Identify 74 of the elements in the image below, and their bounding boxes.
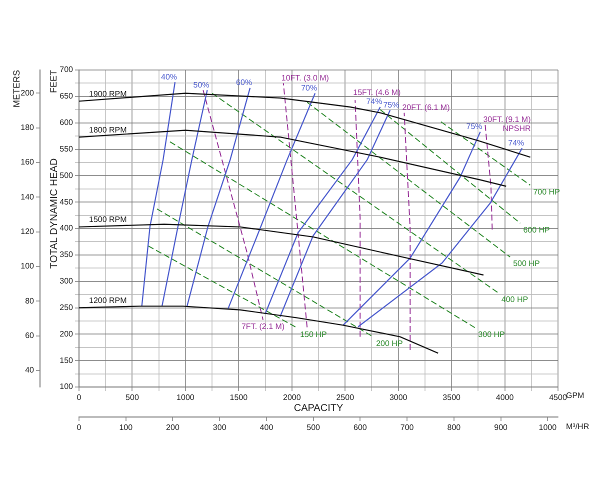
x2-axis-title: M³/HR — [566, 422, 590, 432]
series-label: 75% — [383, 100, 400, 110]
series-label: 50% — [193, 80, 210, 90]
x-tick-label: 3000 — [389, 393, 408, 402]
x-tick-label: 3500 — [442, 393, 462, 402]
text: FEET — [48, 70, 58, 94]
y-tick-label: 500 — [60, 170, 74, 180]
series-label: 74% — [366, 97, 382, 106]
y-tick-label: 200 — [60, 329, 74, 338]
y-tick-label: 700 — [60, 65, 74, 74]
series-label: 10FT. (3.0 M) — [281, 73, 330, 82]
x-tick-label: 1000 — [176, 393, 195, 402]
x-tick-label: 1500 — [230, 393, 248, 402]
y-tick-label: 350 — [60, 250, 74, 260]
x2-tick-label: 100 — [119, 423, 134, 432]
y2-tick-label: 80 — [25, 296, 35, 306]
y-tick-label: 600 — [60, 118, 74, 128]
x2-tick-label: 300 — [212, 423, 227, 432]
x-tick-label: 4500 — [549, 393, 568, 402]
series-label: 400 HP — [501, 295, 528, 304]
series-label: 75% — [466, 122, 482, 132]
x-tick-label: 2500 — [336, 393, 355, 402]
series-label: 500 HP — [513, 259, 540, 268]
y2-tick-label: 140 — [20, 192, 35, 202]
x2-tick-label: 800 — [447, 423, 462, 432]
series-label: 1500 RPM — [89, 215, 128, 224]
series-label: 70% — [301, 83, 318, 92]
series-label: 1800 RPM — [89, 125, 128, 134]
x2-tick-label: 500 — [306, 423, 321, 432]
y-axis-title: TOTAL DYNAMIC HEAD — [48, 158, 60, 269]
x-tick-label: 4000 — [496, 393, 514, 402]
series-label: 40% — [161, 72, 178, 82]
x-axis-title: CAPACITY — [294, 402, 344, 414]
y2-tick-label: 60 — [25, 331, 35, 340]
y-tick-label: 450 — [60, 197, 74, 206]
series-label: 30FT. (9.1 M) — [483, 115, 532, 124]
text: GPM — [566, 391, 585, 400]
annotation: NPSHR — [502, 124, 531, 134]
x2-tick-label: 600 — [354, 423, 368, 432]
series-label: 74% — [508, 138, 524, 148]
x2-tick-label: 0 — [76, 423, 82, 432]
series-label: 700 HP — [533, 187, 560, 196]
y2-tick-label: 160 — [20, 158, 35, 167]
y2-tick-label: 180 — [20, 123, 35, 132]
series-label: 1900 RPM — [89, 89, 128, 98]
y2-tick-label: 40 — [25, 366, 35, 375]
y-tick-label: 100 — [60, 382, 74, 392]
y-tick-label: 300 — [60, 276, 74, 286]
x2-tick-label: 400 — [260, 423, 274, 432]
x-tick-label: 2000 — [282, 393, 302, 402]
x2-tick-label: 900 — [494, 423, 508, 432]
series-label: 20FT. (6.1 M) — [402, 103, 450, 112]
series-label: 60% — [236, 78, 252, 88]
y2-tick-label: 120 — [20, 227, 35, 236]
x2-tick-label: 1000 — [538, 423, 558, 432]
x-tick-label: 500 — [126, 393, 140, 402]
y-tick-label: 650 — [60, 92, 74, 101]
x-tick-label: 0 — [76, 393, 82, 402]
y2-axis-title: METERS — [11, 70, 22, 108]
series-label: 7FT. (2.1 M) — [241, 322, 285, 332]
x2-tick-label: 200 — [166, 423, 180, 432]
y-tick-label: 400 — [60, 224, 74, 233]
x2-tick-label: 700 — [400, 423, 414, 432]
y2-tick-label: 200 — [20, 88, 35, 98]
y-tick-label: 150 — [60, 356, 74, 365]
series-label: 600 HP — [523, 225, 550, 234]
y-tick-label: 250 — [60, 302, 74, 312]
series-label: 200 HP — [376, 339, 403, 348]
series-label: 1200 RPM — [89, 296, 128, 305]
y-tick-label: 550 — [60, 144, 74, 154]
y2-tick-label: 100 — [20, 262, 35, 271]
series-label: 15FT. (4.6 M) — [353, 88, 402, 98]
series-label: 300 HP — [478, 330, 505, 340]
series-label: 150 HP — [300, 330, 327, 340]
